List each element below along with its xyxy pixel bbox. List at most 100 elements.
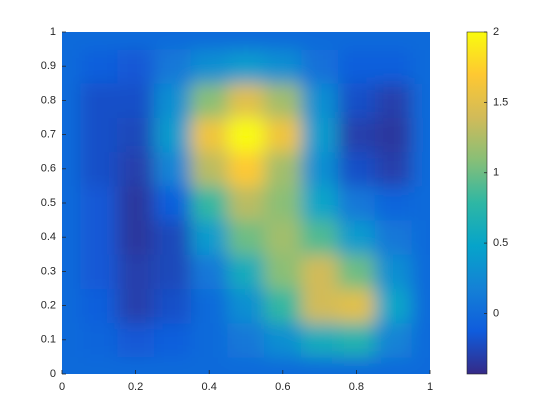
heat-cell xyxy=(62,117,81,153)
heat-cell xyxy=(80,220,118,255)
heat-cell xyxy=(62,49,81,84)
heat-cell xyxy=(154,220,192,255)
colorbar-tick-label: 1 xyxy=(493,167,499,179)
heat-cell xyxy=(117,185,155,221)
heat-cell xyxy=(374,254,413,289)
heat-cell xyxy=(227,220,265,255)
y-tick-label: 0.8 xyxy=(41,94,56,106)
y-tick-label: 0.2 xyxy=(41,300,56,312)
heat-cell xyxy=(338,32,376,50)
heat-cell xyxy=(80,288,118,324)
heat-cell xyxy=(80,254,118,289)
heat-cell xyxy=(154,32,192,50)
heat-cell xyxy=(117,151,155,187)
heat-cell xyxy=(117,254,155,289)
x-tick-label: 0.2 xyxy=(128,381,143,393)
y-tick-label: 0.9 xyxy=(41,60,56,72)
heat-cell xyxy=(374,288,413,324)
heat-cell xyxy=(301,32,339,50)
heat-cell xyxy=(227,288,265,324)
heat-cell xyxy=(411,185,430,221)
y-tick-label: 0.5 xyxy=(41,197,56,209)
y-tick-label: 0.6 xyxy=(41,163,56,175)
heat-cell xyxy=(374,356,413,374)
heat-cell xyxy=(62,322,81,358)
heat-cell xyxy=(154,117,192,153)
heat-cell xyxy=(117,288,155,324)
heat-cell xyxy=(301,83,339,118)
heat-cell xyxy=(374,32,413,50)
heat-cell xyxy=(264,83,302,118)
heat-cell xyxy=(411,32,430,50)
heat-cell xyxy=(338,185,376,221)
x-tick-label: 1 xyxy=(427,381,433,393)
heat-cell xyxy=(62,185,81,221)
heat-cell xyxy=(117,220,155,255)
heat-cell xyxy=(117,322,155,358)
heatmap xyxy=(62,32,430,374)
heat-cell xyxy=(264,356,302,374)
heat-cell xyxy=(264,254,302,289)
heat-cell xyxy=(411,356,430,374)
heat-cell xyxy=(80,322,118,358)
heat-cell xyxy=(154,49,192,84)
heat-cell xyxy=(411,322,430,358)
heat-cell xyxy=(264,117,302,153)
heat-cell xyxy=(190,254,229,289)
heat-cell xyxy=(190,151,229,187)
colorbar-tick-label: 1.5 xyxy=(493,96,508,108)
heat-cell xyxy=(117,49,155,84)
heat-cell xyxy=(374,83,413,118)
heat-cell xyxy=(338,356,376,374)
x-tick-label: 0.6 xyxy=(275,381,290,393)
heat-cell xyxy=(301,356,339,374)
heat-cell xyxy=(154,356,192,374)
heat-cell xyxy=(190,288,229,324)
heat-cell xyxy=(411,254,430,289)
heat-cell xyxy=(374,220,413,255)
colorbar xyxy=(466,31,488,375)
heat-cell xyxy=(374,117,413,153)
heat-cell xyxy=(264,288,302,324)
heat-cell xyxy=(190,356,229,374)
heat-cell xyxy=(227,49,265,84)
heat-cell xyxy=(190,185,229,221)
heat-cell xyxy=(154,83,192,118)
heat-cell xyxy=(301,322,339,358)
heat-cell xyxy=(117,117,155,153)
heat-cell xyxy=(264,220,302,255)
y-tick-label: 0.3 xyxy=(41,265,56,277)
heat-cell xyxy=(190,322,229,358)
heat-cell xyxy=(264,151,302,187)
heat-cell xyxy=(62,83,81,118)
heat-cell xyxy=(264,185,302,221)
colorbar-tick-label: 0 xyxy=(493,307,499,319)
heat-cell xyxy=(301,117,339,153)
heat-cell xyxy=(338,151,376,187)
heat-cell xyxy=(227,356,265,374)
heat-cell xyxy=(62,151,81,187)
colorbar-tick-label: 0.5 xyxy=(493,237,508,249)
heat-cell xyxy=(301,49,339,84)
heat-cell xyxy=(154,288,192,324)
heat-cell xyxy=(154,254,192,289)
heat-cell xyxy=(338,288,376,324)
heat-cell xyxy=(264,322,302,358)
heat-cell xyxy=(190,220,229,255)
heat-cell xyxy=(80,32,118,50)
heat-cell xyxy=(62,32,81,50)
heat-cell xyxy=(117,356,155,374)
heat-cell xyxy=(411,49,430,84)
heat-cell xyxy=(80,49,118,84)
heat-cell xyxy=(338,49,376,84)
heat-cell xyxy=(338,117,376,153)
heat-cell xyxy=(338,220,376,255)
heat-cell xyxy=(338,322,376,358)
heat-cell xyxy=(154,322,192,358)
heat-cell xyxy=(190,49,229,84)
y-tick-label: 0.7 xyxy=(41,129,56,141)
y-tick-label: 0.1 xyxy=(41,334,56,346)
heat-cell xyxy=(227,83,265,118)
heat-cell xyxy=(190,117,229,153)
